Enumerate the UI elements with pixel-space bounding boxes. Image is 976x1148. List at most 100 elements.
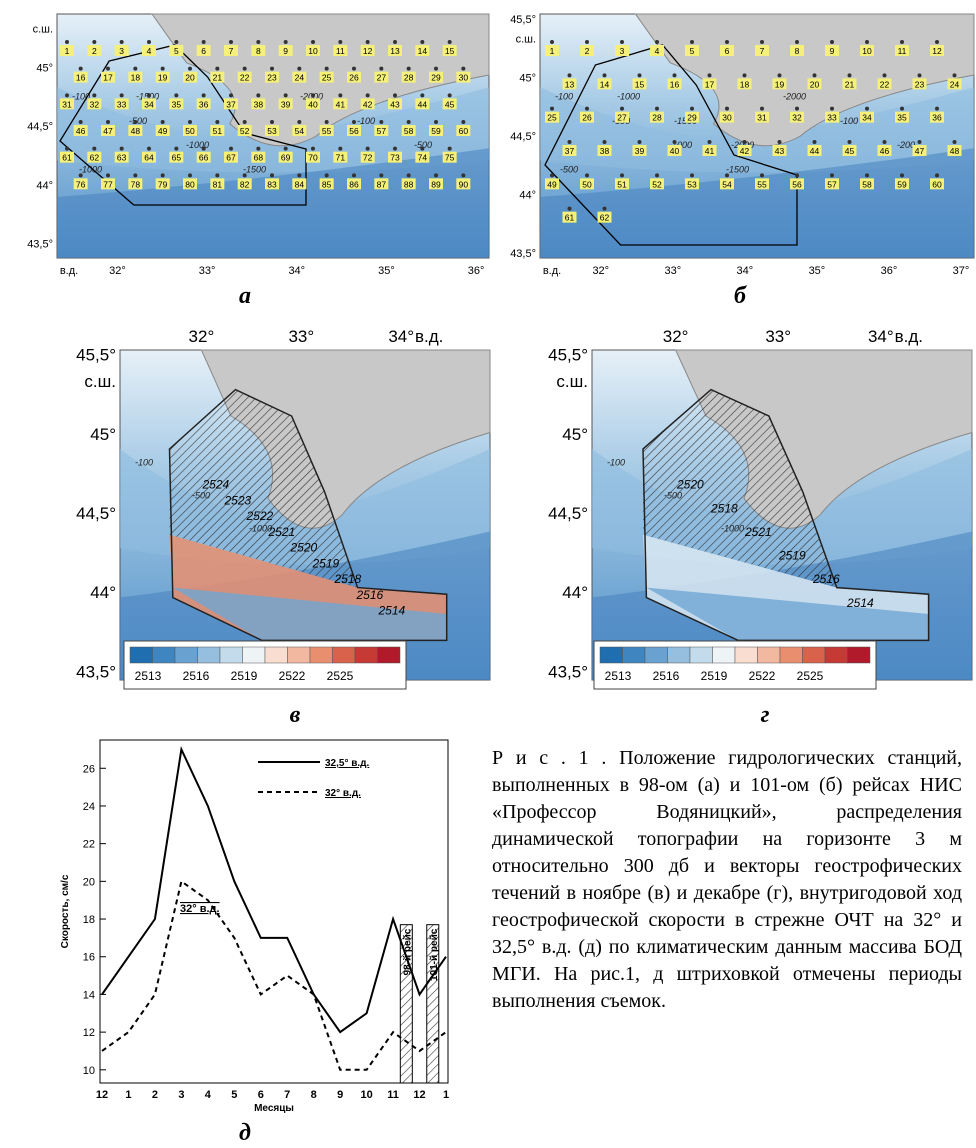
station-label: 14 xyxy=(600,79,610,89)
colorbar-tick-label: 2525 xyxy=(797,669,824,683)
station-label: 20 xyxy=(810,79,820,89)
station-box xyxy=(545,111,559,123)
isoline-label: 2519 xyxy=(778,549,806,563)
station-label: 5 xyxy=(174,46,179,56)
station-label: 18 xyxy=(740,79,750,89)
colorbar-tick-label: 2516 xyxy=(653,669,680,683)
station-box xyxy=(947,145,962,156)
station-label: 56 xyxy=(792,179,802,189)
survey-period-label: 101-й рейс xyxy=(429,928,440,981)
station-box xyxy=(142,151,156,163)
station-label: 61 xyxy=(62,153,72,163)
station-box xyxy=(251,98,266,110)
station-box xyxy=(347,178,361,190)
station xyxy=(406,173,411,178)
station-box xyxy=(807,78,822,90)
station-label: 64 xyxy=(144,153,154,163)
station-box xyxy=(825,45,839,56)
station-box xyxy=(196,98,211,110)
station-label: 71 xyxy=(336,153,346,163)
lon-tick-label: 32° xyxy=(663,327,689,346)
x-tick-label: 4 xyxy=(205,1089,212,1101)
station-label: 32 xyxy=(792,113,802,123)
station xyxy=(188,120,192,124)
colorbar-cell xyxy=(599,646,623,664)
station-box xyxy=(101,178,115,190)
station-box xyxy=(237,125,252,136)
annotation: 32° в.д. xyxy=(180,903,220,915)
station-label: 76 xyxy=(76,179,86,189)
station-box xyxy=(333,98,348,110)
lat-unit: с.ш. xyxy=(556,372,588,391)
x-tick-label: 3 xyxy=(178,1089,184,1101)
x-tick-label: 11 xyxy=(387,1089,399,1101)
station xyxy=(256,93,261,98)
y-axis-label: Скорость, см/с xyxy=(60,874,71,948)
lon-tick-label: 37° xyxy=(953,265,970,277)
isoline-label: 2518 xyxy=(334,572,362,586)
colorbar-cell xyxy=(644,646,668,664)
station-label: 11 xyxy=(336,46,345,56)
station-box xyxy=(702,145,717,156)
station-box xyxy=(60,151,74,163)
station xyxy=(133,173,138,178)
isoline-label: 2524 xyxy=(202,478,230,492)
station xyxy=(174,146,179,151)
station-box xyxy=(128,125,143,136)
x-tick-label: 8 xyxy=(311,1089,317,1101)
shelf xyxy=(57,87,489,173)
station xyxy=(160,173,165,178)
station-label: 50 xyxy=(582,179,592,189)
station xyxy=(229,93,233,98)
station xyxy=(406,66,411,71)
station-box xyxy=(930,111,944,123)
station-box xyxy=(196,151,211,163)
station-label: 22 xyxy=(240,73,250,83)
survey-period-label: 98-й рейс xyxy=(402,928,413,975)
y-tick-label: 22 xyxy=(83,839,95,851)
station xyxy=(830,106,834,111)
station-label: 36 xyxy=(199,99,209,109)
station xyxy=(434,66,438,71)
station xyxy=(447,40,452,44)
station-label: 14 xyxy=(418,46,428,56)
station-label: 19 xyxy=(775,79,785,89)
station-box xyxy=(155,125,170,136)
station-label: 33 xyxy=(117,99,127,109)
station xyxy=(567,73,572,78)
station-label: 20 xyxy=(185,73,195,83)
station xyxy=(602,140,607,144)
station-box xyxy=(825,111,839,123)
isoline-label: 2520 xyxy=(676,478,704,492)
station xyxy=(420,93,425,98)
station-box xyxy=(580,111,594,123)
station xyxy=(283,93,288,98)
station-box xyxy=(877,78,892,90)
station xyxy=(461,120,466,124)
station-box xyxy=(114,151,129,163)
station xyxy=(690,40,694,44)
station xyxy=(690,173,694,178)
colorbar-cell xyxy=(667,646,691,664)
station xyxy=(270,66,274,71)
station-box xyxy=(101,125,115,136)
station-label: 54 xyxy=(722,179,732,189)
station-label: 88 xyxy=(404,179,414,189)
station-label: 74 xyxy=(418,153,428,163)
colorbar-cell xyxy=(802,646,826,664)
station xyxy=(174,40,179,44)
station xyxy=(393,93,397,98)
station xyxy=(777,73,782,78)
x-tick-label: 7 xyxy=(284,1089,290,1101)
station-label: 27 xyxy=(617,113,627,123)
colorbar-cell xyxy=(242,646,266,664)
y-tick-label: 10 xyxy=(83,1065,95,1077)
contour-label: -100 xyxy=(840,116,858,126)
station-box xyxy=(265,71,279,83)
station-box xyxy=(196,45,211,56)
lat-tick-label: 43,5° xyxy=(27,238,53,250)
station-box xyxy=(60,45,74,56)
station-label: 17 xyxy=(705,79,715,89)
colorbar-cell xyxy=(152,646,176,664)
station-label: 13 xyxy=(565,79,575,89)
